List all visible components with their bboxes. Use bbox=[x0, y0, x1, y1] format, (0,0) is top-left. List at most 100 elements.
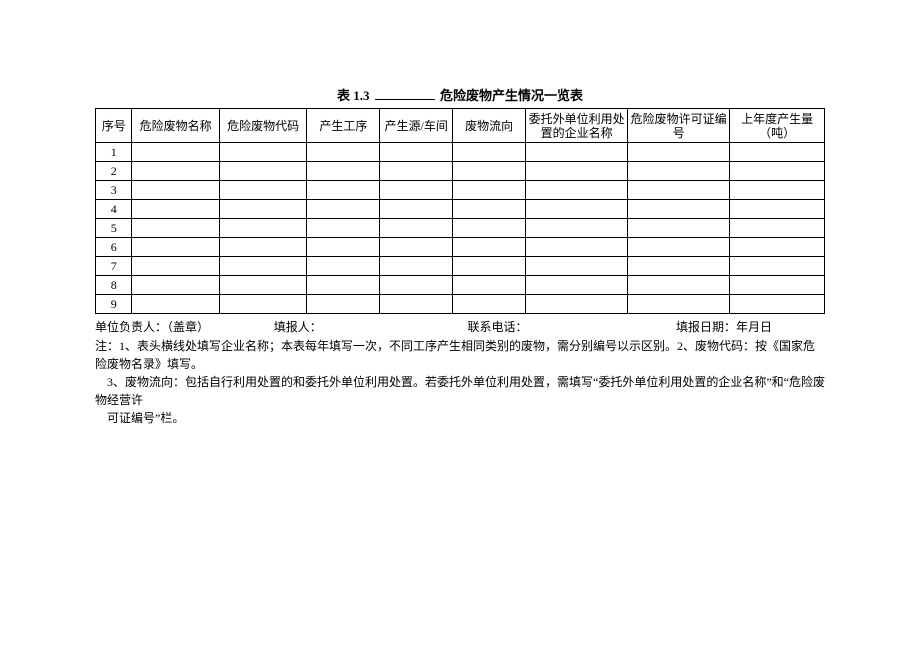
cell-empty bbox=[526, 162, 628, 181]
cell-empty bbox=[628, 257, 730, 276]
cell-empty bbox=[219, 276, 306, 295]
cell-empty bbox=[453, 276, 526, 295]
cell-empty bbox=[380, 238, 453, 257]
header-entrust: 委托外单位利用处置的企业名称 bbox=[526, 109, 628, 143]
cell-empty bbox=[132, 181, 219, 200]
cell-empty bbox=[526, 219, 628, 238]
table-row: 6 bbox=[96, 238, 825, 257]
cell-empty bbox=[453, 219, 526, 238]
footer-leader: 单位负责人：（盖章） bbox=[95, 318, 274, 335]
cell-empty bbox=[526, 238, 628, 257]
cell-empty bbox=[730, 143, 825, 162]
cell-empty bbox=[380, 219, 453, 238]
hazardous-waste-table: 序号 危险废物名称 危险废物代码 产生工序 产生源/车间 废物流向 委托外单位利… bbox=[95, 108, 825, 314]
cell-empty bbox=[730, 219, 825, 238]
table-row: 7 bbox=[96, 257, 825, 276]
cell-empty bbox=[380, 295, 453, 314]
cell-empty bbox=[628, 143, 730, 162]
cell-empty bbox=[380, 143, 453, 162]
cell-empty bbox=[730, 295, 825, 314]
cell-no: 5 bbox=[96, 219, 132, 238]
footer-phone: 联系电话： bbox=[467, 318, 676, 335]
cell-no: 3 bbox=[96, 181, 132, 200]
cell-empty bbox=[453, 181, 526, 200]
cell-empty bbox=[132, 238, 219, 257]
header-process: 产生工序 bbox=[307, 109, 380, 143]
header-no: 序号 bbox=[96, 109, 132, 143]
table-title: 表 1.3 危险废物产生情况一览表 bbox=[95, 85, 825, 104]
cell-empty bbox=[132, 276, 219, 295]
table-row: 4 bbox=[96, 200, 825, 219]
footer-filler: 填报人： bbox=[274, 318, 468, 335]
notes-block: 注：1、表头横线处填写企业名称；本表每年填写一次，不同工序产生相同类别的废物，需… bbox=[95, 337, 825, 427]
title-blank-line bbox=[375, 99, 435, 100]
cell-empty bbox=[730, 181, 825, 200]
cell-empty bbox=[307, 257, 380, 276]
header-amount: 上年度产生量（吨） bbox=[730, 109, 825, 143]
note-1: 注：1、表头横线处填写企业名称；本表每年填写一次，不同工序产生相同类别的废物，需… bbox=[95, 337, 825, 373]
cell-empty bbox=[453, 295, 526, 314]
cell-empty bbox=[132, 257, 219, 276]
cell-empty bbox=[132, 143, 219, 162]
cell-no: 7 bbox=[96, 257, 132, 276]
footer-date: 填报日期：年月日 bbox=[676, 318, 825, 335]
cell-empty bbox=[219, 181, 306, 200]
cell-empty bbox=[380, 257, 453, 276]
cell-empty bbox=[307, 162, 380, 181]
cell-empty bbox=[132, 162, 219, 181]
cell-empty bbox=[628, 181, 730, 200]
header-flow: 废物流向 bbox=[453, 109, 526, 143]
footer-row: 单位负责人：（盖章） 填报人： 联系电话： 填报日期：年月日 bbox=[95, 318, 825, 335]
table-row: 8 bbox=[96, 276, 825, 295]
cell-empty bbox=[730, 276, 825, 295]
table-row: 5 bbox=[96, 219, 825, 238]
cell-empty bbox=[307, 295, 380, 314]
cell-empty bbox=[526, 276, 628, 295]
header-code: 危险废物代码 bbox=[219, 109, 306, 143]
table-body: 123456789 bbox=[96, 143, 825, 314]
cell-empty bbox=[453, 257, 526, 276]
table-row: 3 bbox=[96, 181, 825, 200]
cell-empty bbox=[628, 276, 730, 295]
cell-empty bbox=[730, 162, 825, 181]
cell-empty bbox=[380, 162, 453, 181]
cell-empty bbox=[307, 219, 380, 238]
cell-empty bbox=[307, 181, 380, 200]
header-permit: 危险废物许可证编号 bbox=[628, 109, 730, 143]
cell-empty bbox=[453, 162, 526, 181]
cell-empty bbox=[132, 200, 219, 219]
cell-empty bbox=[219, 257, 306, 276]
cell-no: 9 bbox=[96, 295, 132, 314]
cell-empty bbox=[380, 200, 453, 219]
cell-no: 4 bbox=[96, 200, 132, 219]
cell-empty bbox=[526, 257, 628, 276]
cell-empty bbox=[219, 238, 306, 257]
cell-empty bbox=[628, 200, 730, 219]
cell-no: 8 bbox=[96, 276, 132, 295]
cell-empty bbox=[307, 200, 380, 219]
cell-empty bbox=[628, 295, 730, 314]
cell-empty bbox=[132, 219, 219, 238]
header-name: 危险废物名称 bbox=[132, 109, 219, 143]
cell-empty bbox=[526, 295, 628, 314]
cell-empty bbox=[730, 200, 825, 219]
cell-empty bbox=[453, 200, 526, 219]
table-row: 9 bbox=[96, 295, 825, 314]
cell-empty bbox=[453, 143, 526, 162]
note-3: 可证编号”栏。 bbox=[95, 409, 825, 427]
cell-empty bbox=[526, 181, 628, 200]
cell-empty bbox=[380, 276, 453, 295]
cell-empty bbox=[380, 181, 453, 200]
cell-empty bbox=[628, 238, 730, 257]
header-source: 产生源/车间 bbox=[380, 109, 453, 143]
title-suffix: 危险废物产生情况一览表 bbox=[440, 88, 583, 103]
cell-empty bbox=[132, 295, 219, 314]
table-header-row: 序号 危险废物名称 危险废物代码 产生工序 产生源/车间 废物流向 委托外单位利… bbox=[96, 109, 825, 143]
title-prefix: 表 1.3 bbox=[337, 88, 370, 103]
cell-empty bbox=[219, 143, 306, 162]
cell-empty bbox=[219, 295, 306, 314]
cell-empty bbox=[219, 162, 306, 181]
table-row: 1 bbox=[96, 143, 825, 162]
cell-no: 2 bbox=[96, 162, 132, 181]
cell-empty bbox=[628, 219, 730, 238]
